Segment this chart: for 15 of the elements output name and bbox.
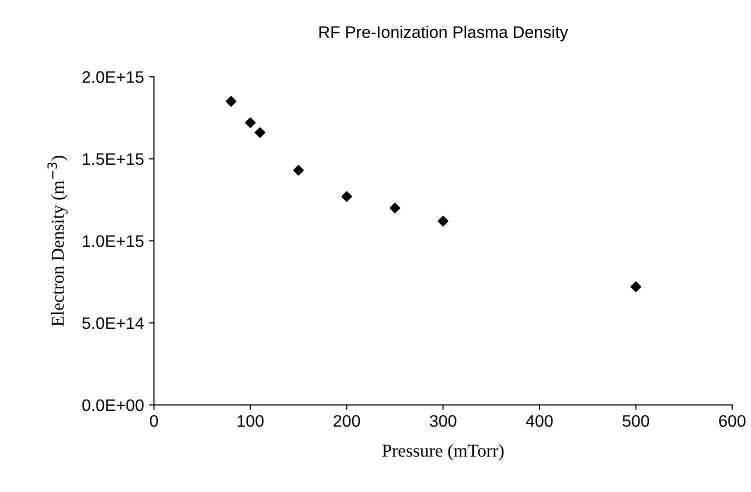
chart-title: RF Pre-Ionization Plasma Density bbox=[319, 26, 568, 42]
x-tick-label: 200 bbox=[334, 415, 360, 427]
y-tick-label: 1.5E+15 bbox=[82, 153, 144, 165]
x-tick-label: 600 bbox=[719, 415, 746, 427]
x-tick-label: 0 bbox=[150, 415, 158, 427]
x-tick-label: 300 bbox=[430, 415, 456, 427]
y-axis-title: Electron Density (m$^{−3}$) bbox=[47, 156, 68, 326]
x-tick-label: 500 bbox=[622, 415, 650, 427]
x-tick-label: 400 bbox=[526, 415, 553, 427]
y-tick-label: 5.0E+14 bbox=[82, 317, 144, 330]
y-tick-label: 0.0E+00 bbox=[82, 399, 144, 412]
x-tick-label: 100 bbox=[238, 415, 264, 427]
x-axis-title: Pressure (mTorr) bbox=[382, 444, 504, 460]
y-tick-label: 2.0E+15 bbox=[82, 71, 144, 83]
y-tick-label: 1.0E+15 bbox=[82, 235, 144, 248]
